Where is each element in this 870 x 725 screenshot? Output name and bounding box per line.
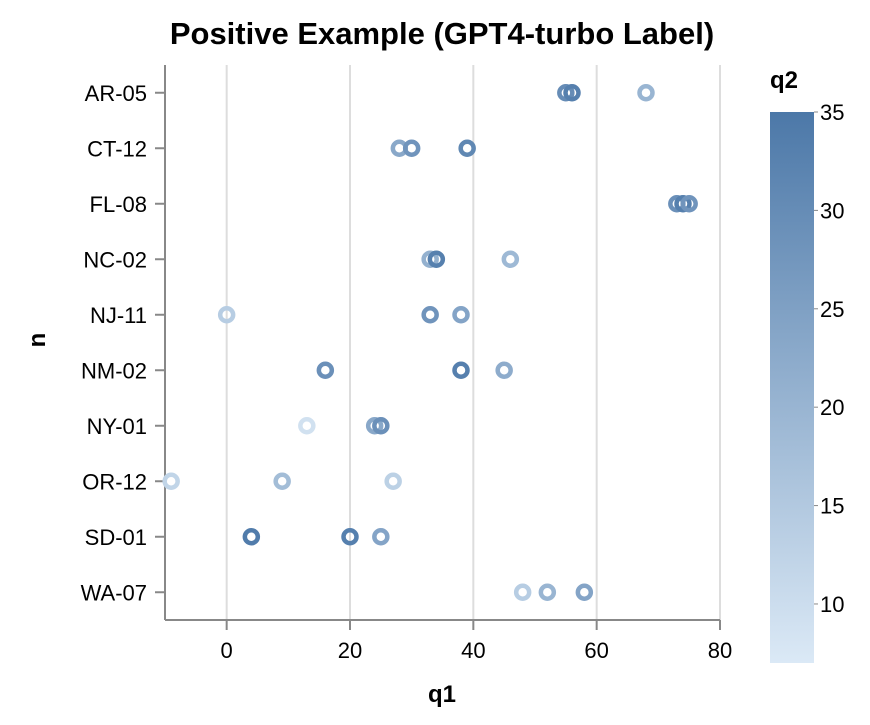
y-tick-label: FL-08 xyxy=(90,192,147,217)
y-tick-label: AR-05 xyxy=(85,81,147,106)
y-tick-label: NJ-11 xyxy=(90,303,147,328)
color-legend: q2 10 15 20 25 30 35 xyxy=(770,67,844,663)
legend-tick-label: 35 xyxy=(820,100,844,125)
data-point xyxy=(538,583,557,601)
data-point xyxy=(501,250,520,268)
data-point xyxy=(495,361,513,379)
x-tick-label: 0 xyxy=(221,638,233,663)
legend-tick-label: 20 xyxy=(820,395,844,420)
data-point xyxy=(680,195,698,213)
legend-tick-label: 10 xyxy=(820,592,844,617)
data-point xyxy=(341,528,359,546)
legend-gradient-bar xyxy=(770,112,814,663)
data-point xyxy=(162,472,180,490)
y-tick-label: CT-12 xyxy=(87,136,147,161)
data-point xyxy=(421,306,439,324)
x-tick-label: 60 xyxy=(584,638,608,663)
y-tick-label: NM-02 xyxy=(81,358,147,383)
y-tick-label: NC-02 xyxy=(83,247,147,272)
chart-title: Positive Example (GPT4-turbo Label) xyxy=(170,16,714,51)
x-tick-label: 20 xyxy=(338,638,362,663)
data-point xyxy=(674,195,692,213)
y-tick-label: NY-01 xyxy=(87,414,147,439)
y-tick-label: SD-01 xyxy=(85,525,147,550)
legend-tick-label: 25 xyxy=(820,297,844,322)
legend-tick-label: 15 xyxy=(820,494,844,519)
data-point xyxy=(427,250,446,268)
x-tick-label: 40 xyxy=(461,638,485,663)
data-point xyxy=(452,361,470,379)
data-point xyxy=(372,417,390,435)
data-point xyxy=(372,528,390,546)
data-point xyxy=(242,528,261,546)
data-point xyxy=(513,583,532,601)
data-point xyxy=(637,84,655,102)
plot-area: 0 20 40 60 80 AR-05 CT-12 FL-08 NC-02 NJ-11 NM-02 N… xyxy=(81,65,732,663)
y-tick-label: WA-07 xyxy=(81,580,147,605)
legend-title: q2 xyxy=(770,67,798,94)
data-point xyxy=(458,139,476,157)
data-point xyxy=(557,84,575,102)
data-point xyxy=(273,472,291,490)
y-axis-title: n xyxy=(24,333,51,348)
data-point xyxy=(298,417,316,435)
data-point xyxy=(452,306,470,324)
data-point xyxy=(402,139,421,157)
data-point xyxy=(563,84,581,102)
data-point xyxy=(384,472,402,490)
data-point xyxy=(316,361,335,379)
y-tick-label: OR-12 xyxy=(82,469,147,494)
x-tick-label: 80 xyxy=(708,638,732,663)
data-point xyxy=(365,417,384,435)
legend-tick-label: 30 xyxy=(820,198,844,223)
data-point xyxy=(421,250,439,268)
data-point xyxy=(575,583,594,601)
data-point xyxy=(217,306,236,324)
x-axis-title: q1 xyxy=(428,681,456,708)
